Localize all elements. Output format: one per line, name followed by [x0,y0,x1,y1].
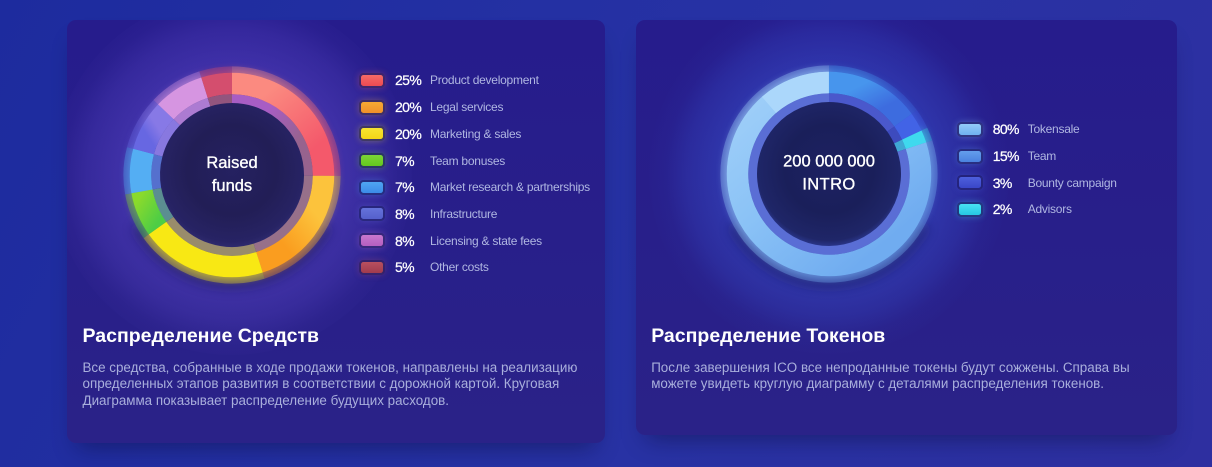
svg-text:200 000 000: 200 000 000 [783,152,875,170]
svg-text:Raised: Raised [206,154,257,172]
svg-text:INTRO: INTRO [802,175,855,193]
svg-text:funds: funds [212,177,252,195]
